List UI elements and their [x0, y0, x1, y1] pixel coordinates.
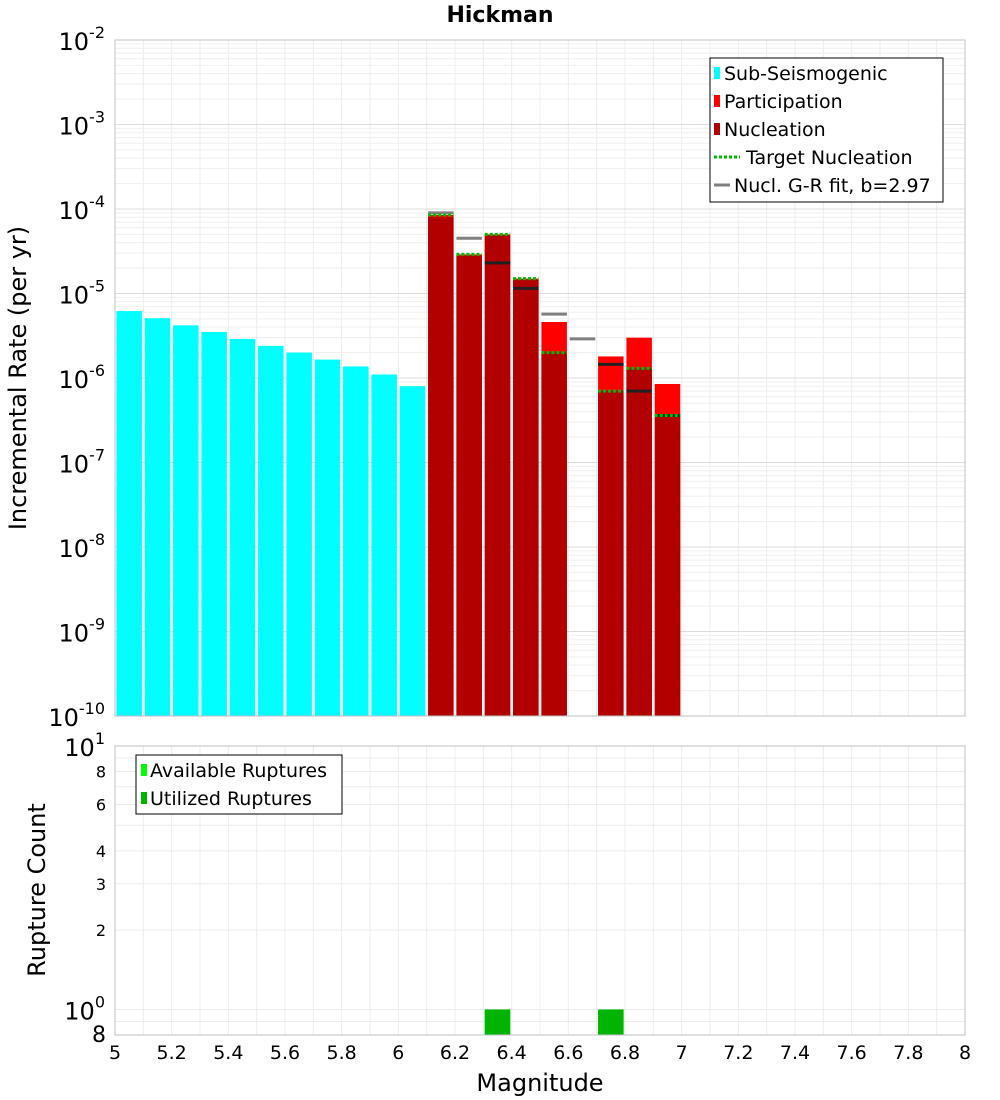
x-tick-label: 7.2 [723, 1042, 753, 1064]
bar-utilized-ruptures [598, 1009, 624, 1035]
legend-label-gr-fit: Nucl. G-R fit, b=2.97 [734, 175, 931, 197]
bar-nucleation [541, 352, 567, 716]
top-y-tick-label: 10-8 [59, 530, 106, 563]
bottom-y-axis-label: Rupture Count [23, 803, 51, 977]
legend-label-participation: Participation [724, 91, 843, 113]
top-y-tick-label: 10-6 [59, 361, 106, 394]
legend-label-utilized-ruptures: Utilized Ruptures [150, 788, 312, 810]
x-tick-label: 6.2 [440, 1042, 470, 1064]
x-tick-label: 5.8 [327, 1042, 357, 1064]
top-y-tick-label: 10-5 [59, 277, 106, 310]
x-axis-label: Magnitude [476, 1069, 603, 1097]
top-y-tick-label: 10-9 [59, 615, 106, 648]
legend-swatch-nucleation [714, 123, 720, 135]
bar-sub-seismogenic [258, 345, 284, 716]
top-y-tick-label: 10-7 [59, 446, 106, 479]
bar-sub-seismogenic [399, 386, 426, 716]
bottom-y-minor-tick-label: 3 [96, 875, 106, 894]
x-tick-label: 7.6 [837, 1042, 867, 1064]
x-tick-label: 7.8 [893, 1042, 923, 1064]
top-y-tick-label: 10-3 [59, 108, 106, 141]
bottom-y-minor-tick-label: 6 [96, 795, 106, 814]
top-legend: Sub-Seismogenic Participation Nucleation… [709, 57, 944, 203]
bottom-y-minor-tick-label: 8 [92, 1023, 106, 1048]
top-gridlines [114, 40, 966, 717]
x-tick-label: 7 [676, 1042, 688, 1064]
x-tick-label: 6.8 [610, 1042, 640, 1064]
x-tick-label: 5.6 [270, 1042, 300, 1064]
top-plot: 10-10 10-9 10-8 10-7 10-6 10-5 10-4 10-3 10-2 In… [4, 23, 966, 732]
bar-nucleation [513, 279, 539, 716]
legend-label-nucleation: Nucleation [724, 119, 826, 141]
bar-utilized-ruptures [484, 1009, 511, 1035]
legend-label-sub-seismogenic: Sub-Seismogenic [724, 63, 888, 85]
bottom-y-tick-label: 101 [64, 729, 105, 762]
bar-sub-seismogenic [116, 311, 142, 716]
bottom-legend: Available Ruptures Utilized Ruptures [135, 754, 343, 815]
x-tick-label: 5.4 [213, 1042, 243, 1064]
x-tick-label: 6 [392, 1042, 404, 1064]
legend-label-available-ruptures: Available Ruptures [150, 760, 327, 782]
top-plot-border [114, 39, 966, 717]
bottom-y-minor-tick-label: 8 [96, 763, 106, 782]
top-legend-box [709, 57, 944, 203]
bottom-y-minor-tick-label: 2 [96, 921, 106, 940]
bottom-y-minor-tick-label: 4 [96, 842, 106, 861]
bar-nucleation [598, 391, 624, 716]
bar-nucleation [456, 255, 482, 716]
bar-sub-seismogenic [229, 338, 256, 716]
x-tick-label: 7.4 [780, 1042, 810, 1064]
x-tick-label: 6.6 [553, 1042, 583, 1064]
legend-label-target-nucleation: Target Nucleation [745, 147, 913, 169]
bottom-y-tick-label: 100 [64, 992, 105, 1025]
bar-sub-seismogenic [201, 332, 227, 716]
top-y-tick-label: 10-4 [59, 192, 106, 225]
bar-nucleation [484, 235, 511, 716]
bar-sub-seismogenic [314, 359, 341, 716]
bar-sub-seismogenic [371, 374, 397, 716]
bar-nucleation [626, 368, 652, 716]
top-y-tick-label: 10-2 [59, 23, 106, 56]
bar-nucleation [428, 217, 454, 716]
bottom-series-group [484, 1009, 624, 1035]
x-tick-label: 8 [959, 1042, 971, 1064]
x-tick-label: 5.2 [157, 1042, 187, 1064]
top-y-tick-labels: 10-10 10-9 10-8 10-7 10-6 10-5 10-4 10-3 10-2 [48, 23, 105, 732]
chart-title: Hickman [446, 3, 553, 28]
bar-nucleation [654, 416, 681, 716]
legend-swatch-utilized-ruptures [141, 792, 147, 804]
bar-sub-seismogenic [144, 318, 171, 716]
legend-swatch-available-ruptures [141, 764, 147, 776]
bar-sub-seismogenic [173, 325, 199, 716]
top-y-tick-label: 10-10 [48, 699, 105, 732]
top-series-group [116, 211, 681, 717]
top-y-axis-label: Incremental Rate (per yr) [4, 226, 32, 530]
bottom-plot-border [114, 745, 966, 1036]
legend-swatch-sub-seismogenic [714, 67, 720, 79]
bottom-legend-box [135, 754, 343, 815]
bar-sub-seismogenic [343, 366, 369, 716]
x-tick-labels: 5 5.2 5.4 5.6 5.8 6 6.2 6.4 6.6 6.8 7 7.2 7.4 7.6 7.8 8 [109, 1042, 971, 1064]
x-tick-label: 5 [109, 1042, 121, 1064]
x-tick-label: 6.4 [497, 1042, 527, 1064]
bar-sub-seismogenic [286, 352, 312, 716]
legend-swatch-participation [714, 95, 720, 107]
